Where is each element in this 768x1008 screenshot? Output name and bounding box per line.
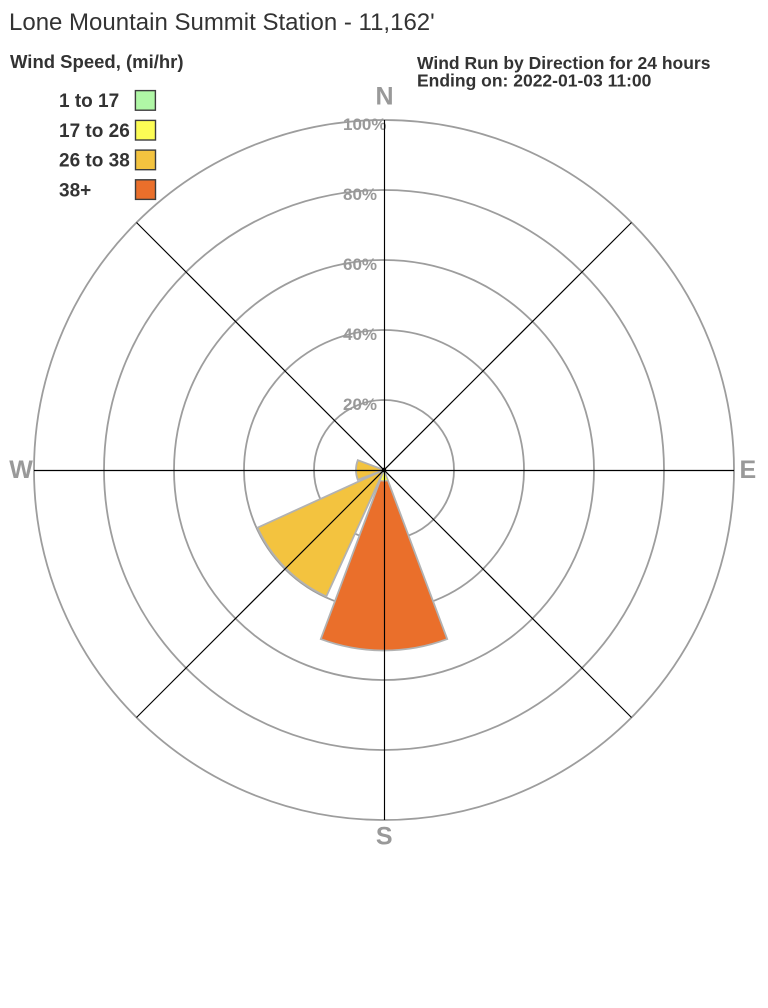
svg-text:60%: 60% (343, 255, 377, 274)
svg-text:100%: 100% (343, 115, 386, 134)
svg-text:40%: 40% (343, 325, 377, 344)
svg-text:17 to 26: 17 to 26 (59, 121, 130, 142)
svg-text:Ending on: 2022-01-03 11:00: Ending on: 2022-01-03 11:00 (417, 71, 652, 91)
svg-text:26 to 38: 26 to 38 (59, 151, 130, 172)
svg-text:W: W (9, 456, 33, 484)
svg-text:N: N (375, 83, 393, 111)
svg-text:80%: 80% (343, 185, 377, 204)
svg-text:20%: 20% (343, 395, 377, 414)
svg-text:Wind Run by Direction for 24 h: Wind Run by Direction for 24 hours (417, 53, 711, 73)
svg-text:S: S (376, 823, 393, 851)
svg-text:E: E (739, 456, 756, 484)
svg-text:Lone Mountain Summit Station -: Lone Mountain Summit Station - 11,162' (9, 9, 435, 36)
svg-text:Wind Speed, (mi/hr): Wind Speed, (mi/hr) (10, 51, 184, 72)
svg-text:38+: 38+ (59, 180, 91, 201)
svg-text:1 to 17: 1 to 17 (59, 91, 119, 112)
